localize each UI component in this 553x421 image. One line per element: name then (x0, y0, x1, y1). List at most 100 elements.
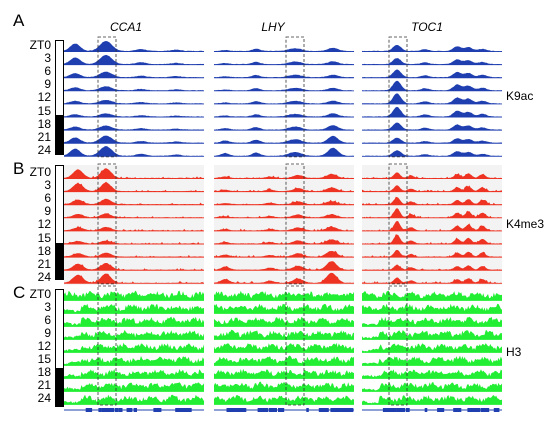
panel-letter-a: A (13, 11, 25, 30)
track-k9ac-cca1-t1 (64, 54, 204, 65)
gene-label-lhy: LHY (261, 20, 285, 34)
timepoint-label: 12 (37, 339, 51, 353)
track-k9ac-toc1-t1 (362, 58, 502, 65)
gene-model-exon (183, 408, 192, 412)
panel-letter-b: B (13, 159, 25, 178)
track-k4me3-toc1-t2 (362, 196, 502, 205)
promoter-box-cca1 (97, 163, 117, 285)
gene-model-exon (230, 408, 240, 412)
track-k9ac-toc1-t3 (362, 80, 502, 91)
promoter-box-toc1 (388, 36, 408, 158)
track-h3-lhy-t3 (214, 329, 354, 340)
track-h3-cca1-t3 (64, 329, 204, 340)
track-k4me3-cca1-t7 (64, 263, 204, 271)
track-k4me3-lhy-t1 (214, 186, 354, 192)
gene-model-exon (85, 408, 93, 412)
track-k9ac-lhy-t5 (214, 113, 354, 118)
timepoint-label: 15 (37, 230, 51, 245)
track-k9ac-toc1-t5 (362, 106, 502, 118)
gene-model-exon (344, 408, 354, 412)
track-k4me3-cca1-t3 (64, 213, 204, 218)
track-h3-toc1-t7 (362, 382, 502, 392)
track-k4me3-cca1-t2 (64, 198, 204, 205)
track-k9ac-cca1-t5 (64, 113, 204, 118)
gene-model-exon (278, 408, 285, 412)
panel-b-background (362, 165, 502, 285)
track-k4me3-cca1-t5 (64, 239, 204, 245)
timepoint-label: 3 (44, 300, 51, 314)
track-k9ac-lhy-t4 (214, 100, 354, 104)
track-h3-toc1-t2 (362, 316, 502, 327)
timepoint-label: ZT0 (29, 38, 51, 52)
track-k4me3-cca1-t1 (64, 181, 204, 192)
gene-model-exon (399, 408, 405, 412)
track-k9ac-cca1-t4 (64, 100, 204, 104)
gene-model-exon (424, 408, 428, 412)
timepoint-label: 3 (44, 178, 51, 193)
gene-model-exon (114, 408, 119, 412)
track-h3-cca1-t1 (64, 303, 204, 314)
panel-letter-c: C (13, 283, 26, 302)
track-k4me3-toc1-t0 (362, 172, 502, 179)
track-k9ac-lhy-t7 (214, 135, 354, 144)
track-k4me3-cca1-t6 (64, 252, 204, 258)
timepoint-label: 15 (37, 352, 51, 366)
track-k4me3-lhy-t0 (214, 173, 354, 179)
track-k9ac-cca1-t7 (64, 135, 204, 144)
track-h3-lhy-t8 (214, 395, 354, 405)
track-k9ac-toc1-t6 (362, 122, 502, 131)
gene-model-exon (453, 408, 462, 412)
light-period-bar-b (55, 165, 64, 244)
gene-model-exon (118, 408, 123, 412)
mark-label-k4me3: K4me3 (506, 217, 545, 231)
track-k9ac-toc1-t2 (362, 69, 502, 78)
gene-label-toc1: TOC1 (411, 20, 443, 34)
timepoint-label: 18 (37, 116, 51, 131)
track-h3-cca1-t2 (64, 316, 204, 327)
track-h3-lhy-t7 (214, 381, 354, 392)
track-k9ac-cca1-t3 (64, 86, 204, 91)
promoter-box-cca1 (97, 36, 117, 158)
track-h3-lhy-t1 (214, 303, 354, 314)
track-k4me3-toc1-t8 (362, 277, 502, 284)
track-h3-cca1-t0 (64, 290, 204, 301)
gene-model-exon (330, 408, 337, 412)
timepoint-label: 6 (44, 313, 51, 327)
track-k9ac-cca1-t8 (64, 146, 204, 157)
promoter-box-toc1 (388, 285, 408, 406)
track-h3-lhy-t4 (214, 342, 354, 353)
track-k4me3-lhy-t4 (214, 226, 354, 231)
track-h3-cca1-t6 (64, 368, 204, 379)
track-h3-lhy-t2 (214, 316, 354, 327)
track-h3-toc1-t8 (362, 395, 502, 405)
track-k4me3-cca1-t8 (64, 273, 204, 284)
dark-period-bar-b (55, 244, 64, 280)
timepoint-label: 24 (37, 391, 51, 405)
gene-model-exon (493, 408, 500, 412)
timepoint-label: 12 (37, 217, 51, 232)
gene-model-exon (480, 408, 490, 412)
gene-model-exon (126, 408, 133, 412)
track-h3-cca1-t7 (64, 382, 204, 392)
track-k9ac-cca1-t0 (64, 41, 204, 52)
track-k4me3-lhy-t6 (214, 250, 354, 258)
timepoint-label: 21 (37, 256, 51, 271)
track-k4me3-toc1-t4 (362, 220, 502, 231)
gene-model-exon (263, 408, 268, 412)
track-k4me3-lhy-t8 (214, 272, 354, 284)
mark-label-k9ac: K9ac (506, 89, 534, 103)
track-h3-lhy-t5 (214, 355, 354, 366)
track-h3-toc1-t4 (362, 343, 502, 353)
track-k4me3-lhy-t7 (214, 261, 354, 271)
promoter-box-cca1 (97, 285, 117, 406)
gene-model-exon (340, 408, 346, 412)
promoter-box-lhy (285, 36, 305, 158)
timepoint-label: 12 (37, 90, 51, 105)
track-h3-toc1-t6 (362, 369, 502, 379)
track-k9ac-lhy-t0 (214, 47, 354, 52)
track-k9ac-toc1-t0 (362, 45, 502, 52)
timepoint-label: 24 (37, 269, 51, 284)
gene-model-exon (437, 408, 442, 412)
track-k4me3-toc1-t7 (362, 264, 502, 271)
